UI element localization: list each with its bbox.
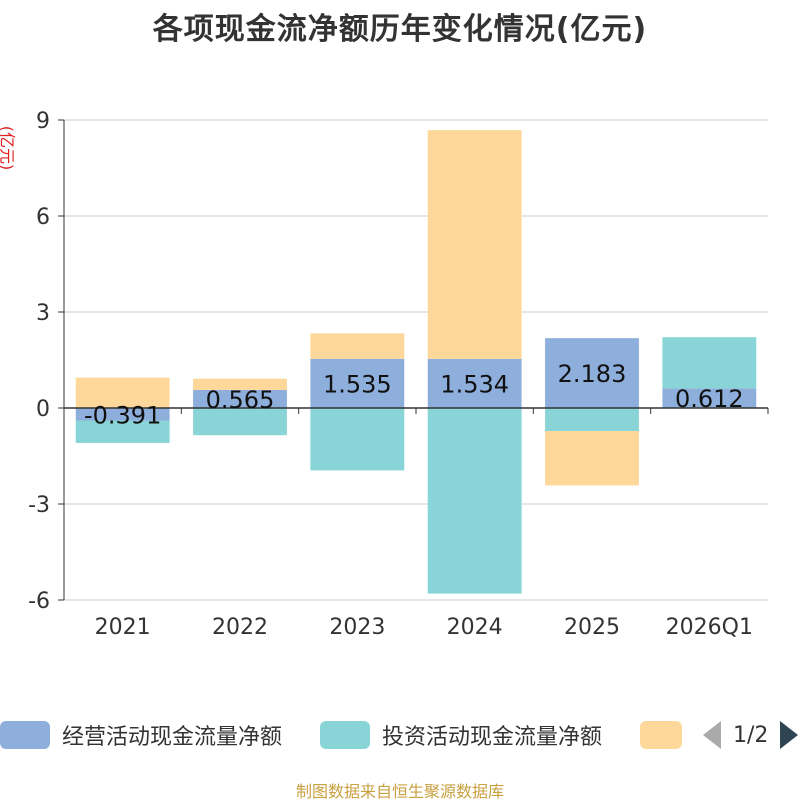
legend-swatch-financing [640, 721, 682, 749]
bar-series1-2022 [193, 408, 287, 436]
legend-swatch-operating [0, 721, 50, 749]
data-label: 0.565 [206, 386, 275, 414]
bars-layer [75, 130, 757, 594]
legend-item-investing[interactable]: 投资活动现金流量净额 [320, 715, 602, 755]
bar-series1-2023 [310, 408, 405, 471]
data-label: -0.391 [84, 401, 161, 429]
legend-label-investing: 投资活动现金流量净额 [382, 725, 603, 750]
bar-series1-2025 [545, 408, 639, 432]
x-tick-label: 2026Q1 [666, 615, 753, 640]
data-label: 2.183 [558, 360, 627, 388]
chart-title: 各项现金流净额历年变化情况(亿元) [152, 12, 648, 47]
bar-series0-2022 [193, 389, 287, 408]
y-tick-label: -3 [28, 493, 50, 518]
x-tick-label: 2021 [95, 615, 151, 640]
y-tick-label: 3 [36, 301, 50, 326]
data-label: 1.534 [440, 370, 509, 398]
legend: 经营活动现金流量净额 投资活动现金流量净额 [0, 715, 800, 755]
legend-item-operating[interactable]: 经营活动现金流量净额 [0, 715, 282, 755]
x-tick-label: 2025 [564, 615, 620, 640]
labels-layer: -0.391 0.565 1.535 1.534 2.183 0.612 [84, 360, 744, 429]
legend-page-indicator: 1/2 [733, 722, 769, 748]
y-tick-label: 6 [36, 205, 50, 230]
x-tick-label: 2024 [447, 615, 503, 640]
bar-series1-2024 [427, 408, 522, 594]
bar-series2-2022 [193, 378, 287, 390]
legend-next-icon[interactable] [780, 721, 799, 749]
legend-item-financing[interactable] [640, 715, 682, 755]
bar-series0-2026Q1 [662, 388, 757, 408]
grid-layer [64, 119, 768, 601]
bar-series1-2026Q1 [662, 337, 757, 389]
x-tick-label: 2023 [329, 615, 385, 640]
legend-label-operating: 经营活动现金流量净额 [62, 725, 283, 750]
legend-swatch-investing [320, 721, 370, 749]
legend-pager: 1/2 [700, 715, 800, 755]
y-tick-label: 9 [36, 109, 50, 134]
bar-series0-2024 [427, 358, 522, 408]
y-tick-label: 0 [36, 397, 50, 422]
data-label: 1.535 [323, 370, 392, 398]
legend-prev-icon[interactable] [703, 721, 721, 749]
bar-series2-2024 [427, 130, 522, 359]
bar-series0-2023 [310, 358, 405, 408]
y-tick-label: -6 [28, 589, 50, 614]
bar-series0-2021 [75, 408, 170, 421]
data-label: 0.612 [675, 385, 744, 413]
source-note: 制图数据来自恒生聚源数据库 [295, 782, 504, 801]
x-tick-label: 2022 [212, 615, 268, 640]
bar-series2-2021 [75, 377, 170, 408]
bar-series2-2025 [545, 431, 639, 486]
bar-series1-2021 [75, 420, 170, 443]
axis-layer: -6 -3 0 3 6 9 2021 2022 2023 2024 2025 2026Q1 [28, 109, 769, 640]
bar-series0-2025 [545, 338, 639, 408]
bar-series2-2023 [310, 333, 405, 359]
